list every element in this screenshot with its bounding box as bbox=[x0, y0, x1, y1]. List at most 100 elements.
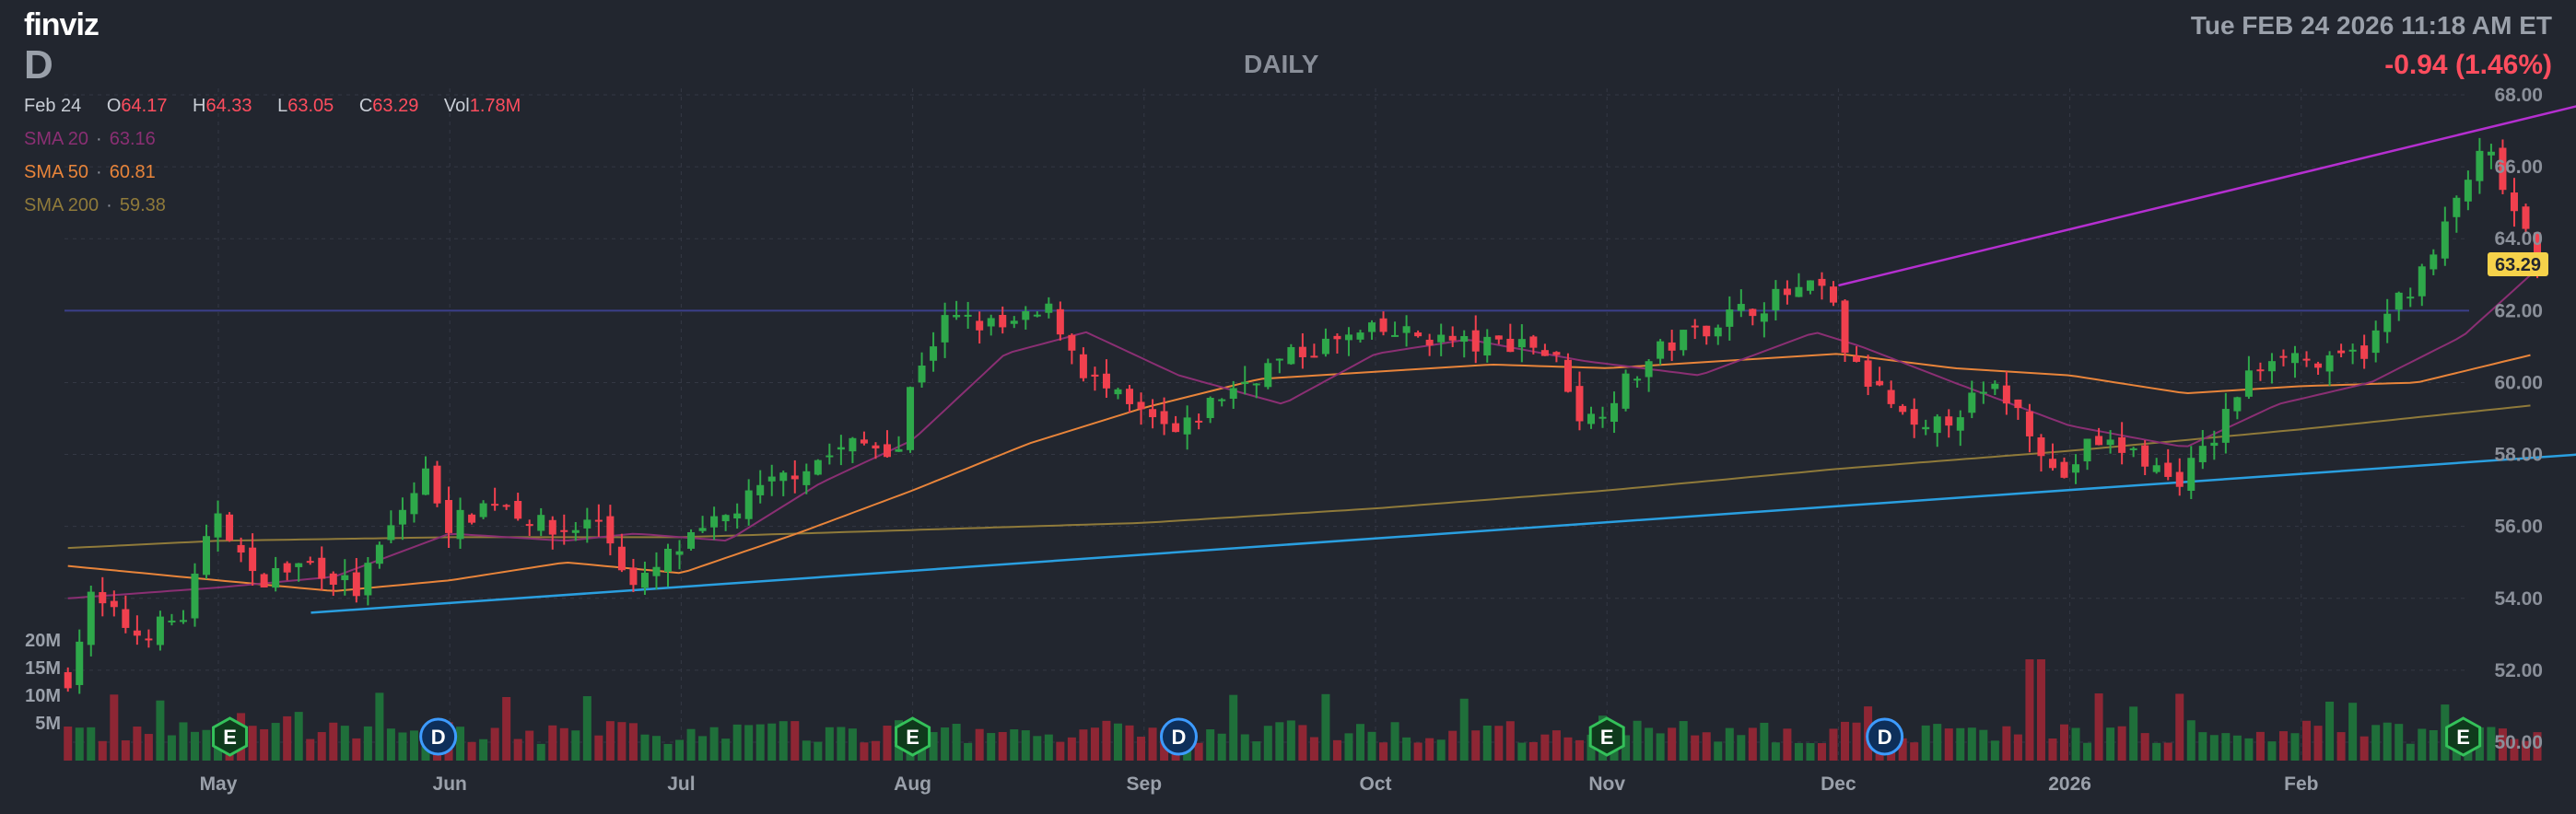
volume-bar bbox=[2175, 693, 2184, 761]
candle-up bbox=[1206, 398, 1214, 418]
volume-tick-label: 20M bbox=[25, 631, 61, 651]
earnings-marker-icon[interactable] bbox=[895, 716, 931, 757]
volume-bar bbox=[1194, 742, 1203, 761]
candle-down bbox=[329, 573, 337, 585]
candle-up bbox=[837, 447, 845, 450]
volume-bar bbox=[1309, 737, 1318, 761]
volume-bar bbox=[2278, 731, 2288, 761]
candle-up bbox=[675, 551, 684, 555]
candle-down bbox=[122, 609, 130, 628]
event-marker-label: E bbox=[1600, 726, 1614, 749]
candle-down bbox=[594, 519, 603, 522]
volume-bar bbox=[571, 730, 580, 761]
trendline-support[interactable] bbox=[310, 453, 2576, 614]
volume-bar bbox=[1910, 742, 1919, 761]
candle-up bbox=[410, 493, 418, 515]
volume-bar bbox=[398, 732, 407, 761]
volume-bar bbox=[837, 727, 846, 761]
sma20-label: SMA 20 bbox=[24, 129, 89, 149]
volume-bar bbox=[871, 740, 880, 761]
chart-grid bbox=[64, 88, 2469, 761]
volume-bar bbox=[732, 724, 742, 761]
candle-up bbox=[1680, 330, 1688, 351]
volume-bar bbox=[1425, 738, 1434, 761]
candle-up bbox=[2291, 353, 2300, 364]
candle-down bbox=[491, 504, 499, 506]
candle-up bbox=[1010, 320, 1018, 324]
volume-bar bbox=[628, 723, 638, 761]
sma200-legend[interactable]: SMA 200 · 59.38 bbox=[24, 195, 166, 215]
candle-up bbox=[2430, 254, 2438, 270]
candle-down bbox=[2141, 445, 2149, 467]
candle-up bbox=[272, 567, 280, 588]
volume-bar bbox=[1459, 698, 1469, 761]
volume-bar bbox=[1771, 742, 1780, 761]
x-tick-label: Nov bbox=[1588, 773, 1625, 795]
volume-bar bbox=[2094, 693, 2103, 761]
volume-bar bbox=[1471, 730, 1481, 761]
candle-up bbox=[814, 459, 822, 475]
candle-up bbox=[907, 387, 915, 450]
last-price-label: 63.29 bbox=[2495, 255, 2541, 275]
sma200-value: 59.38 bbox=[119, 195, 166, 215]
candle-down bbox=[64, 671, 72, 689]
volume-bar bbox=[248, 726, 257, 761]
volume-bar bbox=[1645, 727, 1654, 761]
finviz-logo[interactable]: finviz bbox=[24, 7, 100, 42]
volume-bar bbox=[675, 739, 685, 761]
candle-up bbox=[2453, 197, 2461, 217]
dividend-marker-icon[interactable] bbox=[1159, 717, 1198, 756]
volume-bar bbox=[2002, 726, 2011, 761]
candle-up bbox=[2152, 465, 2160, 472]
candle-up bbox=[1726, 309, 1734, 327]
volume-bar bbox=[2221, 733, 2231, 761]
candle-up bbox=[1229, 388, 1237, 400]
volume-bar bbox=[1817, 743, 1826, 761]
volume-bar bbox=[767, 723, 777, 761]
volume-bar bbox=[1575, 739, 1584, 761]
candle-up bbox=[767, 476, 776, 482]
candle-up bbox=[1991, 383, 1999, 390]
candle-up bbox=[76, 641, 84, 685]
volume-bar bbox=[594, 735, 603, 761]
candle-down bbox=[99, 592, 107, 604]
candle-up bbox=[1795, 286, 1803, 297]
earnings-marker-icon[interactable] bbox=[1588, 716, 1625, 757]
ohlc-readout: Feb 24 O64.17 H64.33 L63.05 C63.29 Vol1.… bbox=[24, 96, 521, 117]
candle-down bbox=[249, 547, 257, 572]
chart-axes: 68.00 66.00 64.00 62.00 60.00 58.00 56.00 54.00… bbox=[25, 85, 2548, 795]
sma20-legend[interactable]: SMA 20 · 63.16 bbox=[24, 129, 156, 149]
candle-up bbox=[652, 566, 661, 576]
high-label: H bbox=[193, 96, 206, 116]
volume-bar bbox=[2418, 728, 2427, 761]
dividend-marker-icon[interactable] bbox=[419, 717, 458, 756]
volume-bar bbox=[1148, 727, 1157, 761]
candle-up bbox=[168, 620, 176, 622]
dividend-marker-icon[interactable] bbox=[1866, 717, 1904, 756]
close-value: 63.29 bbox=[372, 96, 419, 116]
volume-bar bbox=[340, 726, 349, 761]
volume-bar bbox=[755, 724, 765, 761]
candle-down bbox=[514, 501, 522, 519]
x-tick-label: 2026 bbox=[2048, 773, 2091, 795]
volume-bar bbox=[1737, 735, 1746, 761]
candle-up bbox=[1287, 346, 1295, 365]
candle-down bbox=[1414, 332, 1423, 337]
earnings-marker-icon[interactable] bbox=[2445, 716, 2482, 757]
trendline-resistance[interactable] bbox=[1838, 105, 2576, 287]
candle-up bbox=[1956, 417, 1964, 431]
volume-bar bbox=[1505, 721, 1515, 761]
volume-bar bbox=[1990, 740, 1999, 761]
event-marker-label: D bbox=[1172, 726, 1187, 749]
x-tick-label: May bbox=[200, 773, 238, 795]
volume-bar bbox=[2209, 735, 2219, 761]
candle-down bbox=[976, 320, 984, 331]
volume-bar bbox=[1056, 741, 1065, 761]
event-marker-label: E bbox=[223, 726, 237, 749]
candle-up bbox=[583, 519, 591, 529]
earnings-marker-icon[interactable] bbox=[212, 716, 249, 757]
candle-up bbox=[733, 513, 742, 519]
volume-bar bbox=[2106, 727, 2115, 761]
sma50-legend[interactable]: SMA 50 · 60.81 bbox=[24, 162, 156, 182]
